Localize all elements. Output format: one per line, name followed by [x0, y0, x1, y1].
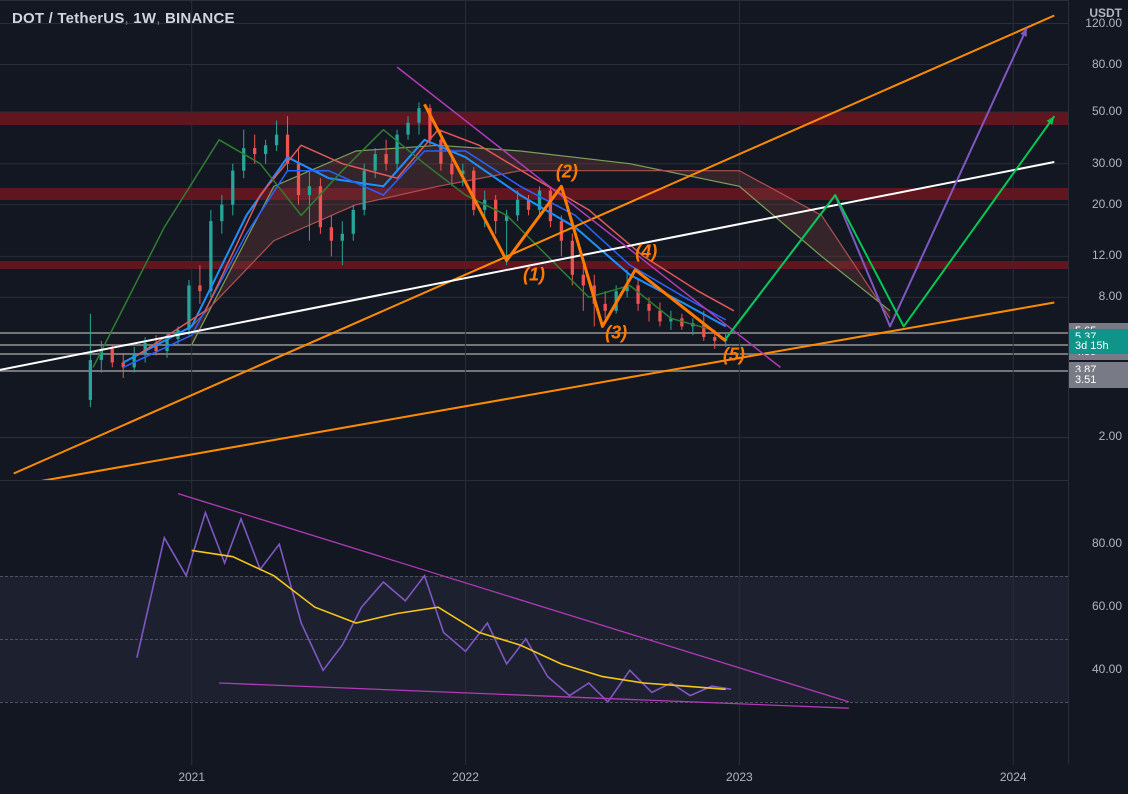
rsi-tick: 40.00	[1092, 662, 1122, 676]
price-tick: 50.00	[1092, 104, 1122, 118]
elliott-wave-label: (4)	[635, 242, 657, 263]
rsi-svg	[0, 481, 1068, 765]
price-projection[interactable]	[726, 116, 1055, 339]
price-tick: 20.00	[1092, 197, 1122, 211]
elliott-wave-label: (2)	[556, 162, 578, 183]
price-axis[interactable]: USDT 120.0080.0050.0030.0020.0012.008.00…	[1068, 0, 1128, 480]
price-tick: 8.00	[1099, 289, 1122, 303]
symbol-title[interactable]: DOT / TetherUS, 1W, BINANCE	[12, 10, 235, 27]
time-tick: 2022	[452, 770, 479, 784]
price-tick: 120.00	[1085, 16, 1122, 30]
rsi-pane[interactable]	[0, 480, 1068, 764]
rsi-ma-line	[192, 550, 726, 689]
time-axis[interactable]: 2021 2022 2023 2024	[0, 764, 1068, 794]
interval: 1W	[133, 10, 156, 27]
price-pane[interactable]: (1) (2) (3) (4) (5)	[0, 0, 1068, 480]
time-tick: 2023	[726, 770, 753, 784]
rsi-trend-line[interactable]	[178, 494, 849, 702]
elliott-wave-label: (5)	[723, 345, 745, 366]
price-svg	[0, 1, 1068, 481]
exchange: BINANCE	[165, 10, 235, 27]
elliott-wave-line[interactable]	[425, 104, 726, 341]
price-tick: 2.00	[1099, 429, 1122, 443]
trend-line[interactable]	[14, 16, 1055, 474]
rsi-axis[interactable]: 80.00 60.00 40.00	[1068, 480, 1128, 764]
time-tick: 2021	[178, 770, 205, 784]
price-tick: 30.00	[1092, 156, 1122, 170]
price-tick: 12.00	[1092, 248, 1122, 262]
last-price-tag: 3d 15h	[1069, 338, 1128, 354]
rsi-tick: 60.00	[1092, 599, 1122, 613]
symbol-name: DOT / TetherUS	[12, 10, 125, 27]
price-tag: 3.51	[1069, 372, 1128, 388]
chart-root: DOT / TetherUS, 1W, BINANCE (1) (2) (3) (4)…	[0, 0, 1128, 794]
time-tick: 2024	[1000, 770, 1027, 784]
price-tick: 80.00	[1092, 57, 1122, 71]
price-projection[interactable]	[726, 28, 1027, 339]
rsi-trend-line[interactable]	[219, 683, 849, 708]
ichimoku-span-a	[192, 145, 890, 344]
elliott-wave-label: (1)	[523, 264, 545, 285]
elliott-wave-label: (3)	[605, 323, 627, 344]
rsi-tick: 80.00	[1092, 536, 1122, 550]
